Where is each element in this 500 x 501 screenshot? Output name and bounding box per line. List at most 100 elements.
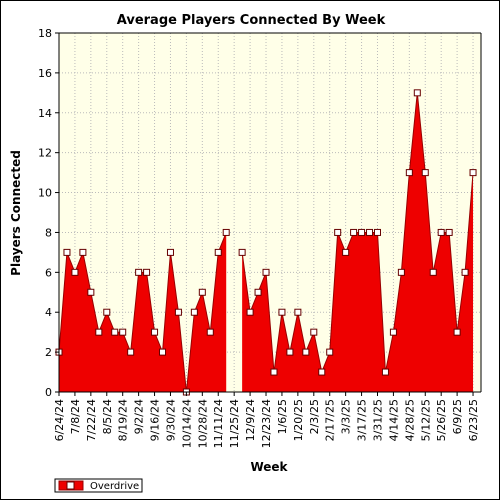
data-point-marker — [326, 348, 334, 356]
x-tick-label: 3/31/25 — [371, 399, 384, 441]
x-tick-labels: 6/24/24 7/8/24 7/22/24 8/5/24 8/19/24 9/2/24 9… — [53, 399, 480, 448]
legend-label: Overdrive — [90, 481, 139, 492]
x-tick-label: 3/17/25 — [356, 399, 369, 441]
chart-title: Average Players Connected By Week — [117, 13, 386, 28]
data-point-marker — [254, 288, 262, 296]
data-point-marker — [190, 308, 198, 316]
x-tick-label: 8/5/24 — [101, 399, 114, 434]
x-tick-label: 10/28/24 — [196, 399, 209, 448]
y-tick-label: 2 — [45, 346, 52, 359]
data-point-marker — [318, 368, 326, 376]
x-tick-label: 11/25/24 — [228, 399, 241, 448]
data-point-marker — [429, 268, 437, 276]
y-tick-label: 12 — [38, 147, 52, 160]
x-tick-label: 3/3/25 — [340, 399, 353, 434]
data-point-marker — [350, 228, 358, 236]
data-point-marker — [302, 348, 310, 356]
data-point-marker — [79, 248, 87, 256]
y-tick-label: 0 — [45, 386, 52, 399]
data-point-marker — [198, 288, 206, 296]
data-point-marker — [278, 308, 286, 316]
data-point-marker — [127, 348, 135, 356]
data-point-marker — [103, 308, 111, 316]
x-tick-label: 10/14/24 — [180, 399, 193, 448]
y-tick-label: 10 — [38, 187, 52, 200]
axes — [55, 32, 482, 396]
data-point-marker — [135, 268, 143, 276]
data-point-marker — [310, 328, 318, 336]
area-fill — [59, 232, 227, 392]
data-point-marker — [151, 328, 159, 336]
data-point-marker — [206, 328, 214, 336]
y-tick-label: 8 — [45, 226, 52, 239]
x-tick-label: 6/23/25 — [467, 399, 480, 441]
data-point-marker — [453, 328, 461, 336]
data-point-marker — [143, 268, 151, 276]
data-point-marker — [389, 328, 397, 336]
data-point-marker — [397, 268, 405, 276]
data-point-marker — [159, 348, 167, 356]
y-tick-label: 14 — [38, 107, 52, 120]
data-point-marker — [373, 228, 381, 236]
data-point-marker — [214, 248, 222, 256]
data-point-marker — [87, 288, 95, 296]
y-tick-label: 6 — [45, 266, 52, 279]
data-point-marker — [262, 268, 270, 276]
x-tick-label: 8/19/24 — [117, 399, 130, 441]
y-tick-label: 16 — [38, 67, 52, 80]
y-axis-title: Players Connected — [9, 150, 23, 276]
data-point-marker — [437, 228, 445, 236]
data-point-marker — [358, 228, 366, 236]
x-tick-label: 9/2/24 — [133, 399, 146, 434]
data-point-marker — [63, 248, 71, 256]
x-tick-label: 6/9/25 — [451, 399, 464, 434]
x-tick-label: 2/3/25 — [308, 399, 321, 434]
x-axis-title: Week — [250, 460, 288, 474]
legend: Overdrive — [54, 478, 143, 493]
x-tick-label: 1/20/25 — [292, 399, 305, 441]
series-line — [241, 92, 474, 374]
series-line — [58, 232, 227, 393]
data-point-marker — [246, 308, 254, 316]
data-point-marker — [294, 308, 302, 316]
data-point-marker — [405, 169, 413, 177]
data-point-marker — [334, 228, 342, 236]
x-tick-label: 1/6/25 — [276, 399, 289, 434]
x-tick-label: 5/12/25 — [419, 399, 432, 441]
data-point-marker — [286, 348, 294, 356]
data-point-marker — [111, 328, 119, 336]
x-tick-label: 5/26/25 — [435, 399, 448, 441]
data-point-marker — [95, 328, 103, 336]
x-tick-label: 12/23/24 — [260, 399, 273, 448]
data-point-marker — [119, 328, 127, 336]
x-tick-label: 9/16/24 — [149, 399, 162, 441]
x-tick-label: 4/14/25 — [387, 399, 400, 441]
x-tick-label: 11/11/24 — [212, 399, 225, 448]
data-point-marker — [71, 268, 79, 276]
data-point-marker — [342, 248, 350, 256]
y-tick-label: 4 — [45, 306, 52, 319]
x-tick-label: 12/9/24 — [244, 399, 257, 441]
data-point-marker — [222, 228, 230, 236]
data-point-marker — [238, 248, 246, 256]
data-point-marker — [461, 268, 469, 276]
data-point-marker — [366, 228, 374, 236]
x-tick-label: 6/24/24 — [53, 399, 66, 441]
x-tick-label: 9/30/24 — [164, 399, 177, 441]
x-tick-label: 7/8/24 — [69, 399, 82, 434]
data-point-marker — [270, 368, 278, 376]
legend-marker — [66, 481, 75, 490]
data-point-marker — [166, 248, 174, 256]
area-fill — [242, 92, 474, 392]
data-point-marker — [174, 308, 182, 316]
data-point-marker — [421, 169, 429, 177]
area-series-overdrive — [58, 92, 474, 393]
x-tick-label: 2/17/25 — [324, 399, 337, 441]
data-point-marker — [445, 228, 453, 236]
y-tick-label: 18 — [38, 27, 52, 40]
data-point-marker — [413, 89, 421, 97]
data-point-marker — [469, 169, 477, 177]
y-tick-labels: 0 2 4 6 8 10 12 14 16 18 — [38, 27, 52, 399]
